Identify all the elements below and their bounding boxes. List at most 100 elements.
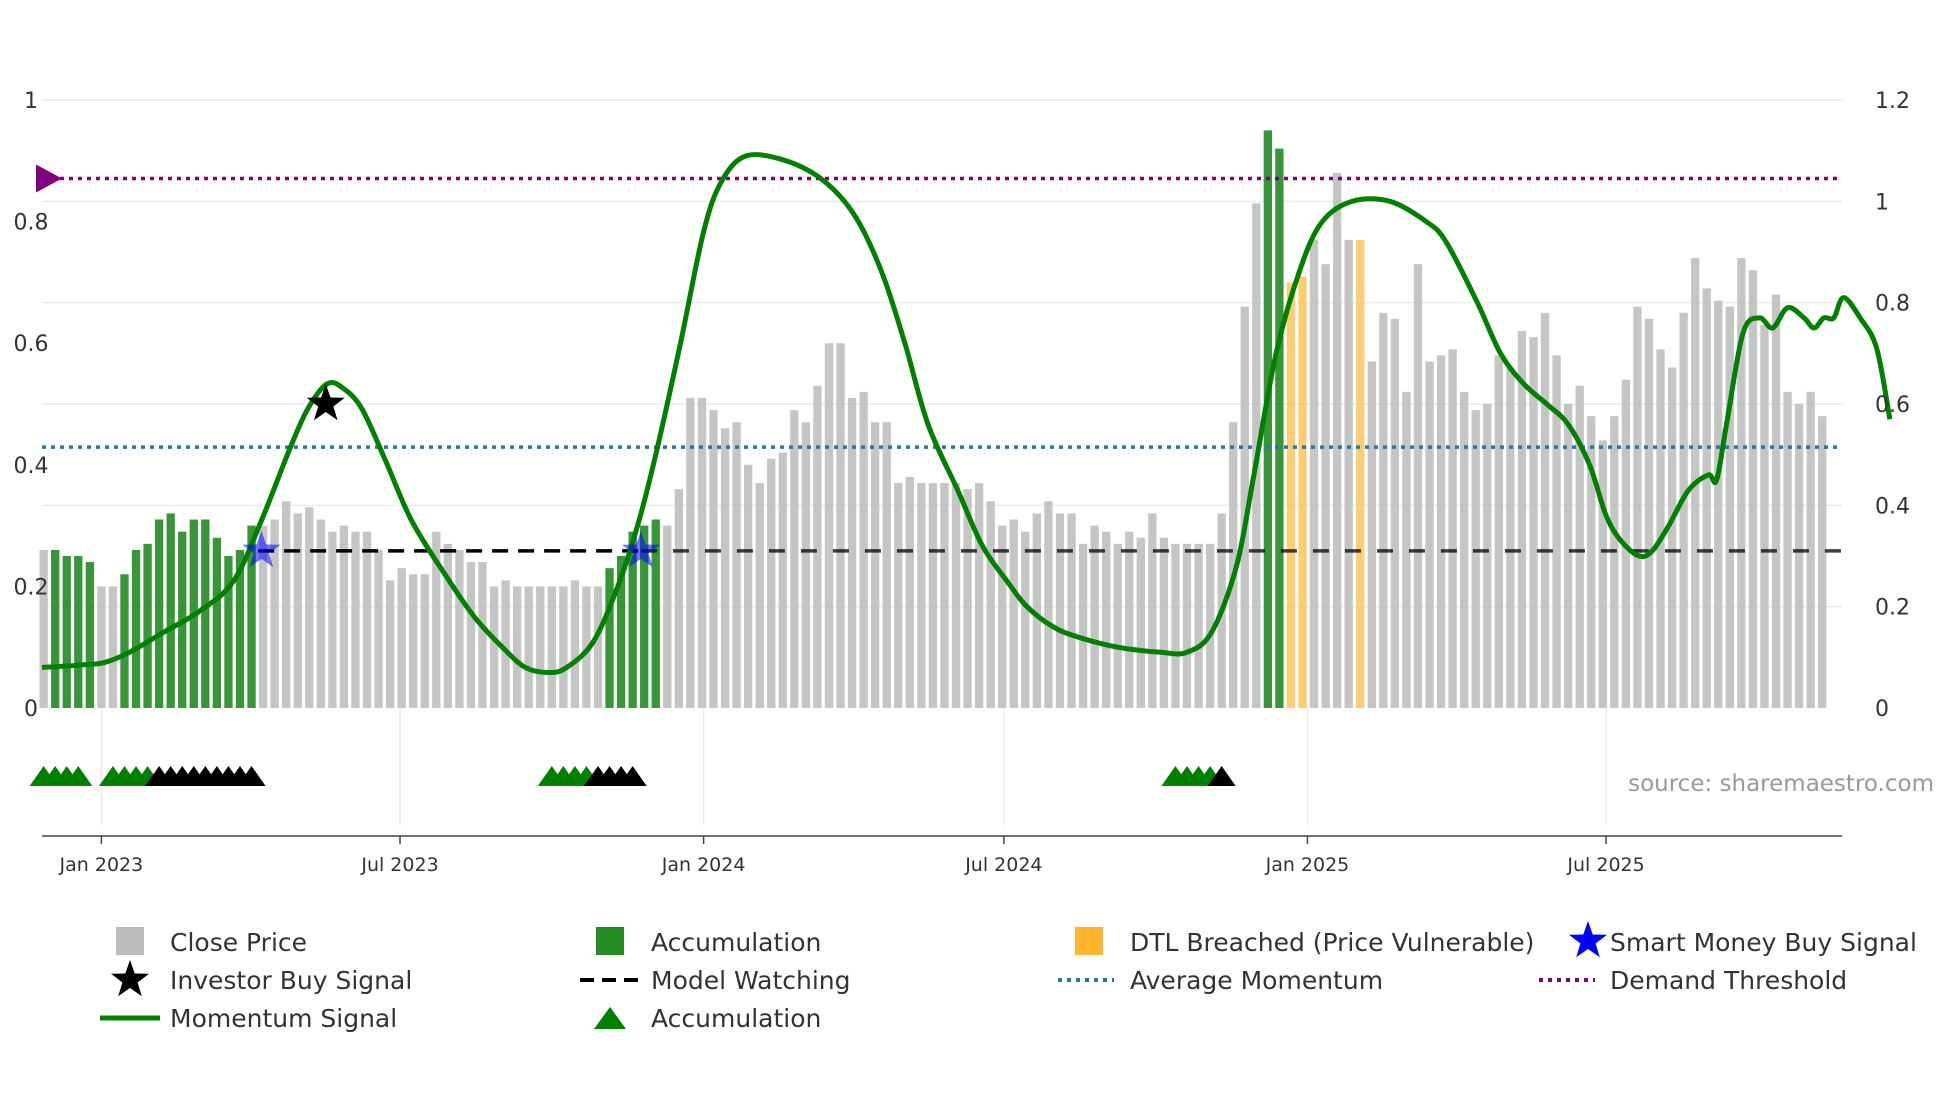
close-price-bar	[282, 501, 291, 708]
close-price-bar	[1194, 543, 1203, 708]
close-price-bar	[963, 489, 972, 708]
accumulation-bar	[616, 556, 626, 708]
accumulation-bar	[640, 525, 649, 708]
legend: Close Price Accumulation DTL Breached (P…	[100, 921, 1917, 1033]
close-price-bar	[409, 574, 418, 708]
close-price-bar	[1540, 312, 1550, 708]
close-price-bar	[489, 586, 499, 708]
accumulation-bar	[628, 531, 637, 708]
close-price-bar	[478, 562, 487, 708]
close-price-bar	[767, 458, 776, 708]
legend-swatch-close-price	[116, 927, 144, 955]
close-price-bar	[524, 586, 533, 708]
accumulation-bar	[224, 556, 233, 708]
close-price-bar	[39, 549, 48, 708]
close-price-bar	[720, 428, 730, 708]
close-price-bar	[374, 549, 383, 708]
legend-swatch-dtl-breached	[1075, 927, 1103, 955]
close-price-bar	[1413, 264, 1423, 708]
close-price-bar	[1032, 513, 1042, 708]
accumulation-bar	[74, 556, 83, 708]
close-price-bar	[951, 483, 961, 708]
close-price-bar	[778, 452, 787, 708]
legend-swatch-accumulation	[596, 927, 624, 955]
x-tick-label: Jan 2025	[1265, 854, 1350, 876]
accumulation-triangle-marker-black	[237, 766, 266, 786]
accumulation-bar	[651, 519, 660, 708]
legend-label-dtl-breached: DTL Breached (Price Vulnerable)	[1130, 928, 1534, 957]
close-price-bar	[894, 483, 903, 708]
right-axis-tick-label: 1.2	[1875, 89, 1910, 114]
legend-label-accumulation: Accumulation	[651, 928, 821, 957]
close-price-bar	[1367, 361, 1376, 708]
accumulation-bar	[143, 543, 152, 708]
close-price-bar	[270, 519, 279, 708]
close-price-bar	[547, 586, 556, 708]
x-tick-label: Jul 2025	[1566, 854, 1644, 876]
x-tick-label: Jan 2023	[59, 854, 144, 876]
close-price-bar	[559, 586, 568, 708]
accumulation-bar	[605, 568, 614, 708]
right-axis-tick-label: 0.4	[1875, 494, 1910, 519]
left-axis-tick-label: 0.8	[14, 211, 49, 236]
close-price-bar	[871, 422, 880, 708]
close-price-bar	[536, 586, 545, 708]
x-tick-label: Jul 2024	[964, 854, 1042, 876]
close-price-bar	[1078, 543, 1088, 708]
close-price-bar	[686, 397, 695, 708]
left-axis-tick-label: 0.2	[14, 575, 49, 600]
close-price-bar	[1332, 172, 1342, 708]
accumulation-bar	[120, 574, 129, 708]
legend-label-close-price: Close Price	[170, 928, 307, 957]
legend-label-demand-threshold: Demand Threshold	[1610, 966, 1847, 995]
legend-swatch-smart-money	[1569, 921, 1607, 958]
close-price-bar	[986, 501, 995, 708]
axes: Jan 2023 Jul 2023 Jan 2024 Jul 2024 Jan 2025…	[14, 89, 1911, 876]
reference-lines	[36, 164, 1842, 553]
accumulation-bar	[131, 549, 141, 708]
close-price-bar	[940, 483, 949, 708]
accumulation-bar	[166, 513, 175, 708]
close-price-bar	[1644, 318, 1654, 708]
close-price-bar	[790, 410, 799, 708]
close-price-bar	[443, 543, 453, 708]
close-price-bar	[1771, 294, 1781, 708]
momentum-signal-line	[41, 152, 1893, 676]
close-price-bar	[593, 586, 603, 708]
smart-money-buy-signal-star	[621, 530, 660, 568]
close-price-bar	[108, 586, 118, 708]
close-price-bar	[1321, 264, 1330, 708]
legend-label-model-watching: Model Watching	[651, 966, 851, 995]
accumulation-bar	[154, 519, 164, 708]
close-price-bar	[1229, 422, 1238, 708]
close-price-bar	[293, 513, 302, 708]
right-axis-tick-label: 0.6	[1875, 393, 1910, 418]
accumulation-triangle-marker-black	[1207, 766, 1236, 786]
close-price-bar	[905, 476, 914, 708]
close-price-bar	[824, 343, 834, 708]
close-price-bar	[1633, 306, 1642, 708]
legend-label-accumulation-triangle: Accumulation	[651, 1004, 821, 1033]
close-price-bar	[1552, 355, 1561, 708]
close-price-bar	[1806, 391, 1815, 708]
close-price-bar	[974, 483, 984, 708]
close-price-bar	[1102, 531, 1111, 708]
close-price-bar	[1575, 385, 1584, 708]
close-price-bar	[1009, 519, 1018, 708]
close-price-bar	[455, 549, 464, 708]
close-price-bar	[1240, 306, 1249, 708]
close-price-bar	[1448, 349, 1457, 708]
close-price-bar	[998, 525, 1007, 708]
close-price-bar	[1067, 513, 1076, 708]
legend-swatch-investor-buy	[111, 960, 149, 997]
smart-money-buy-signal-star	[242, 530, 281, 568]
close-price-bar	[1760, 324, 1769, 708]
close-price-bar	[513, 586, 522, 708]
close-price-bar	[1148, 513, 1157, 708]
close-price-bar	[1587, 416, 1596, 708]
close-price-bar	[1506, 367, 1515, 708]
left-axis-tick-label: 0.4	[14, 454, 49, 479]
left-axis-tick-label: 1	[24, 89, 38, 114]
close-price-bar	[1818, 416, 1827, 708]
close-price-bar	[1529, 337, 1538, 708]
